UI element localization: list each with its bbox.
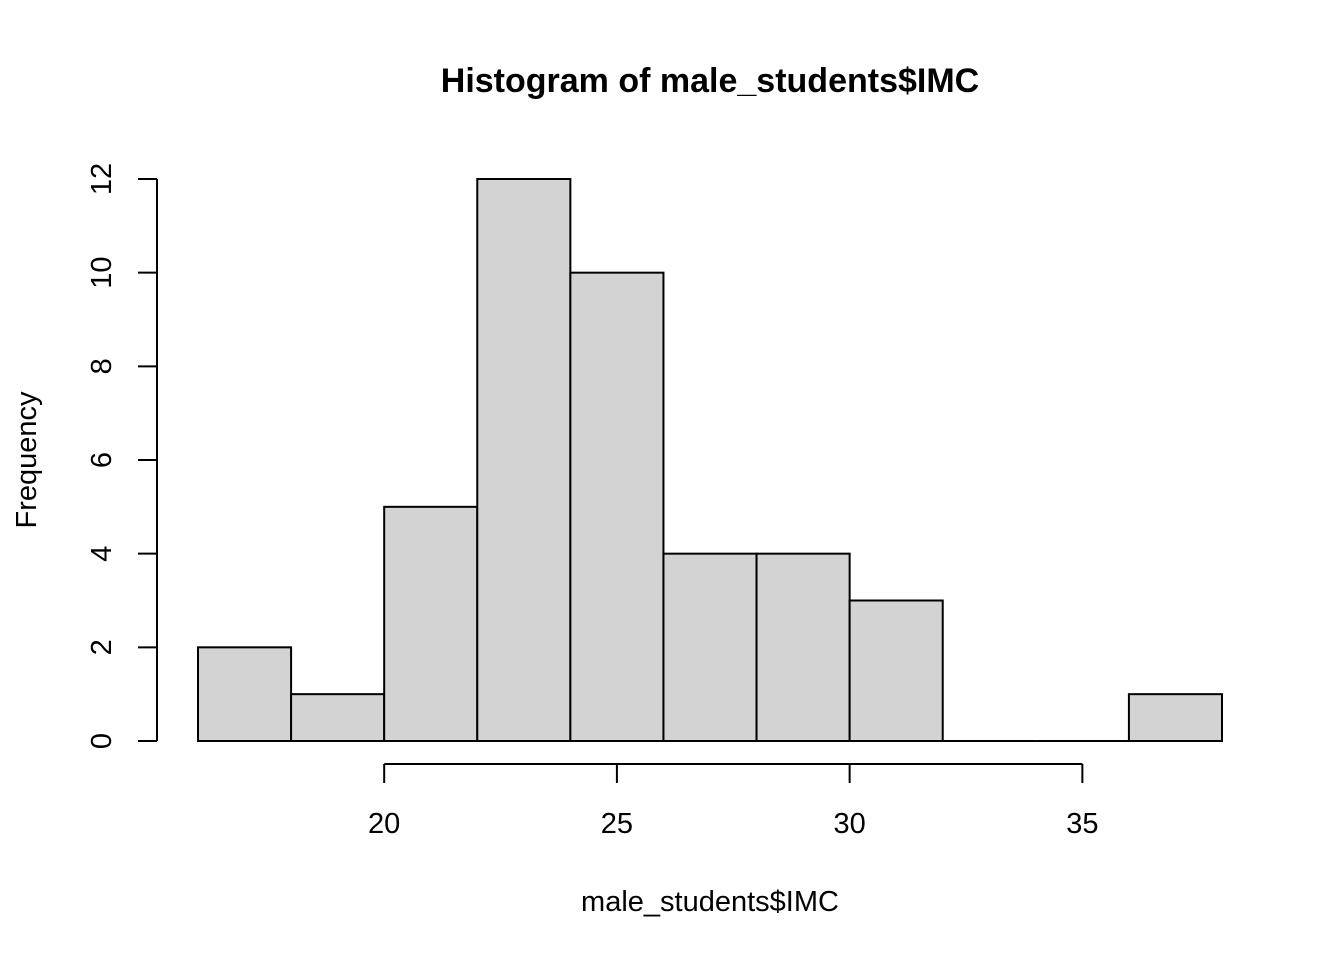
y-axis-label: Frequency bbox=[11, 391, 43, 529]
bars-group bbox=[197, 178, 1223, 743]
chart-title: Histogram of male_students$IMC bbox=[441, 62, 979, 100]
x-tick-label: 30 bbox=[834, 808, 866, 840]
y-tick-label: 0 bbox=[86, 733, 118, 749]
histogram-bar bbox=[290, 693, 386, 743]
x-tick-label: 25 bbox=[601, 808, 633, 840]
y-tick-label: 12 bbox=[86, 163, 118, 195]
histogram-bar bbox=[476, 178, 572, 742]
y-tick-label: 6 bbox=[86, 452, 118, 468]
histogram-bar bbox=[662, 552, 758, 743]
histogram-bar bbox=[383, 505, 479, 743]
y-tick-label: 10 bbox=[86, 257, 118, 289]
histogram-bar bbox=[1127, 693, 1223, 743]
y-axis: 0 2 4 6 8 10 12 bbox=[86, 163, 158, 749]
y-tick-label: 2 bbox=[86, 639, 118, 655]
histogram-bar bbox=[569, 271, 665, 742]
x-axis: 20 25 30 35 bbox=[368, 763, 1098, 840]
x-tick-label: 20 bbox=[368, 808, 400, 840]
x-axis-label: male_students$IMC bbox=[581, 886, 839, 918]
histogram-bar bbox=[755, 552, 851, 743]
histogram-bar bbox=[848, 599, 944, 742]
x-tick-label: 35 bbox=[1066, 808, 1098, 840]
y-tick-label: 4 bbox=[86, 546, 118, 562]
histogram-bar bbox=[197, 646, 293, 742]
y-tick-label: 8 bbox=[86, 358, 118, 374]
